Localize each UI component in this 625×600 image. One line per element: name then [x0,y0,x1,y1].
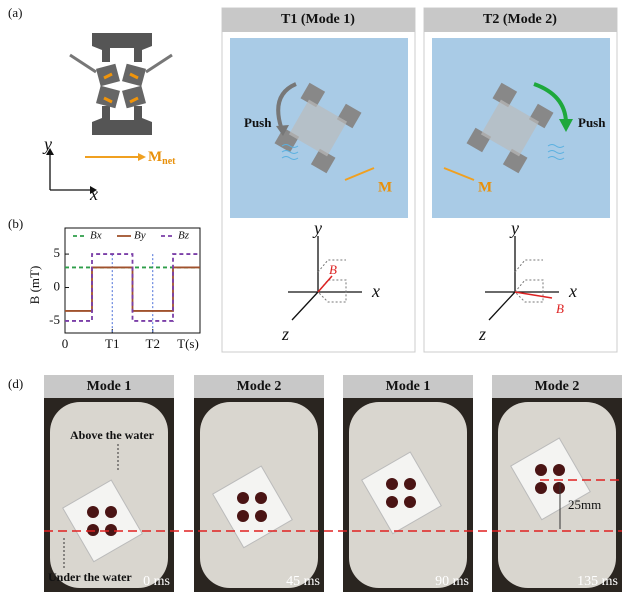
mode-title: T1 (Mode 1) [281,12,355,27]
frame-title: Mode 2 [237,379,282,394]
frame-bottom [92,106,152,135]
magnet [553,464,565,476]
panel-label: (b) [8,216,23,231]
frame-title: Mode 1 [87,379,132,394]
magnet [87,524,99,536]
frame-time: 45 ms [286,574,320,589]
frame-title: Mode 2 [535,379,580,394]
push-label: Push [244,115,272,130]
frame-top [92,33,152,62]
moment-label: M [478,179,492,195]
moment-label: M [148,149,162,165]
above-label: Above the water [70,428,155,442]
magnet [404,496,416,508]
y-axis-label: B (mT) [27,266,42,305]
mode-box: T2 (Mode 2) Push M y x z B [424,8,617,352]
magnet [553,482,565,494]
axis-label: y [509,218,519,238]
axis-label: x [371,281,380,301]
b-label: B [329,262,337,277]
panel-a: (a) y x Mnet [8,5,176,204]
magnet [386,496,398,508]
legend-label: By [134,230,146,242]
moment-label: Mnet [148,149,176,167]
magnet [87,506,99,518]
x-tick-label: 0 [62,336,69,351]
panel-d: (d) Mode 1 0 ms Mode 2 45 ms Mode 1 90 ms Mode… [8,375,622,592]
frame-time: 135 ms [577,574,618,589]
frame-title: Mode 1 [386,379,431,394]
legend-label: Bz [178,230,190,242]
legend-label: Bx [90,230,102,242]
magnet [386,478,398,490]
x-tick-label: T1 [105,336,119,351]
magnet [535,464,547,476]
magnet [535,482,547,494]
magnet [255,492,267,504]
magnet [404,478,416,490]
mode-title: T2 (Mode 2) [483,12,557,27]
magnet [237,492,249,504]
axis-label: z [281,324,289,344]
y-tick-label: 5 [54,245,61,260]
magnet [105,524,117,536]
panel-c: (c) T1 (Mode 1) Push M y x z B [222,5,617,352]
frame-time: 90 ms [435,574,469,589]
panel-label: (d) [8,376,23,391]
axis-label: y [312,218,322,238]
push-label: Push [578,115,606,130]
figure: (a) y x Mnet (b) B (mT) T(s) -5050T1T2Bx… [0,0,625,600]
magnet [237,510,249,522]
moment-sub: net [162,156,176,167]
b-label: B [556,301,564,316]
distance-label: 25mm [568,497,601,512]
y-tick-label: -5 [49,312,60,327]
y-tick-label: 0 [54,279,61,294]
axis-label: z [478,324,486,344]
under-label: Under the water [48,570,132,584]
axis-label: y [42,134,52,154]
arm [70,55,172,72]
moment-label: M [378,179,392,195]
panel-label: (a) [8,5,22,20]
axis-label: x [89,184,98,204]
mode-box: T1 (Mode 1) Push M y x z B [222,8,415,352]
moment-head [138,153,146,161]
axis-label: x [568,281,577,301]
block [96,86,120,109]
block [122,86,146,109]
x-axis-label: T(s) [177,336,199,351]
magnet [105,506,117,518]
x-tick-label: T2 [146,336,160,351]
frame-time: 0 ms [143,574,170,589]
magnet [255,510,267,522]
